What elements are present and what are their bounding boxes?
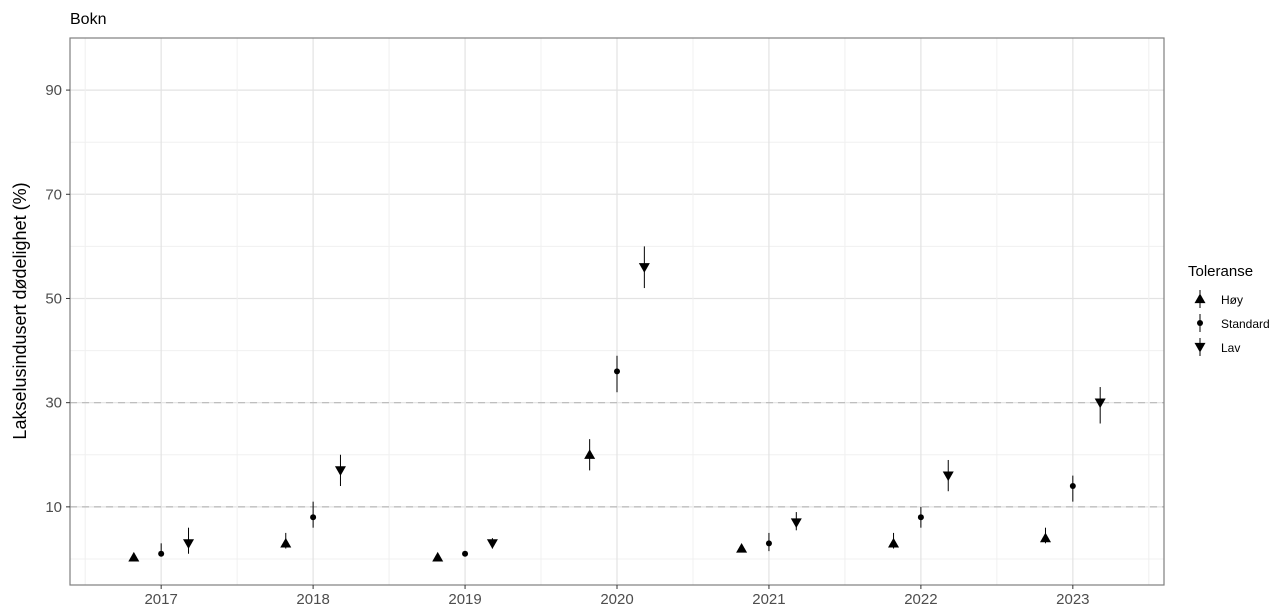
data-point (1039, 532, 1051, 543)
x-tick-label: 2018 (296, 591, 329, 607)
data-point (310, 514, 317, 521)
data-point (736, 543, 748, 553)
legend-key-marker (1197, 320, 1203, 326)
grid-lines (70, 37, 1164, 585)
x-tick-label: 2019 (448, 591, 481, 607)
data-point (614, 368, 620, 375)
data-point (280, 537, 292, 548)
data-point (462, 550, 469, 557)
y-tick-label: 30 (45, 395, 62, 412)
data-point (432, 551, 444, 562)
y-tick-label: 70 (45, 186, 62, 203)
x-tick-label: 2022 (904, 591, 937, 607)
legend-label: Lav (1221, 341, 1240, 355)
data-point (1094, 398, 1106, 409)
data-point (158, 550, 165, 557)
y-tick-label: 10 (45, 499, 62, 516)
legend-title: Toleranse (1188, 263, 1253, 280)
data-point (183, 539, 195, 549)
data-point (790, 518, 802, 528)
series-standard (158, 355, 1076, 557)
legend-label: Høy (1221, 293, 1243, 307)
data-point (128, 551, 140, 562)
data-point (888, 537, 900, 548)
data-point (638, 263, 650, 273)
legend-key-marker (1194, 342, 1206, 353)
chart-title: Bokn (70, 11, 106, 28)
data-point (334, 466, 346, 476)
y-axis-label: Lakselusindusert dødelighet (%) (10, 182, 30, 439)
series-lav (183, 246, 1106, 554)
y-tick-label: 90 (45, 82, 62, 99)
legend-label: Standard (1221, 317, 1270, 331)
data-point (584, 449, 596, 459)
data-point (917, 514, 924, 521)
legend-key-marker (1194, 293, 1206, 304)
x-tick-label: 2021 (752, 591, 785, 607)
legend: Toleranse Høy Standard Lav (1188, 263, 1270, 356)
x-tick-label: 2023 (1056, 591, 1089, 607)
data-point (942, 471, 954, 482)
data-point (765, 540, 772, 547)
series-høy (128, 439, 1051, 562)
data-point (1069, 483, 1076, 490)
y-tick-label: 50 (45, 290, 62, 307)
data-point (486, 539, 498, 549)
x-tick-label: 2020 (600, 591, 633, 607)
x-tick-label: 2017 (144, 591, 177, 607)
